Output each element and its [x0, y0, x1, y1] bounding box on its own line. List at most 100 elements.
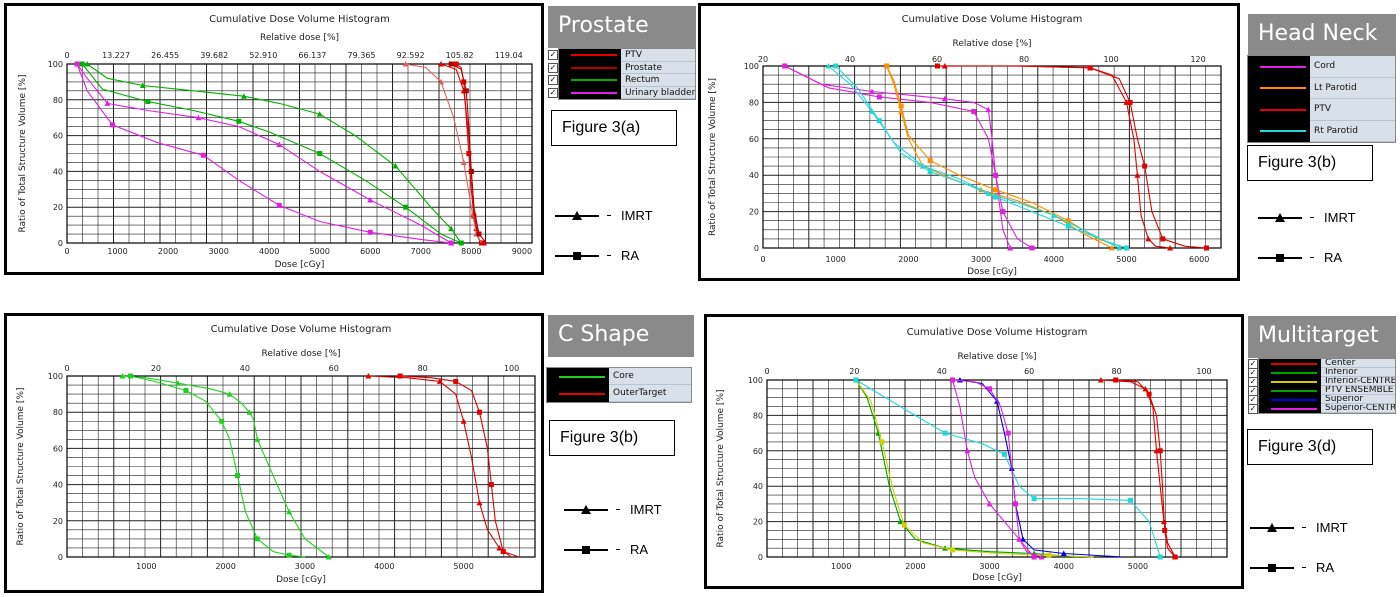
data-point: [1108, 245, 1115, 251]
y-axis-label: Ratio of Total Structure Volume [%]: [708, 78, 718, 236]
data-point: [971, 109, 977, 114]
x2-tick-label: 20: [849, 367, 859, 376]
legend-entry[interactable]: PTV ENSEMBLE ✓: [1248, 385, 1395, 396]
data-point: [466, 151, 472, 156]
series-line: [130, 375, 306, 558]
legend-label: Inferior: [1321, 368, 1395, 377]
data-point: [276, 141, 283, 148]
data-point: [934, 63, 940, 69]
chart-panel-c-shape: Cumulative Dose Volume Histogram Relative…: [4, 313, 544, 593]
data-point: [403, 204, 409, 210]
data-point: [1001, 451, 1007, 457]
legend-entry[interactable]: Center ✓: [1248, 358, 1395, 369]
legend-swatch: [571, 91, 617, 94]
data-point: [1087, 65, 1093, 71]
legend-entry[interactable]: Rectum ✓: [548, 74, 695, 87]
series-line: [86, 63, 462, 244]
legend-entry[interactable]: Superior ✓: [1248, 394, 1395, 405]
x2-axis-label: Relative dose [%]: [260, 33, 339, 43]
legend-entry[interactable]: Inferior ✓: [1248, 367, 1395, 378]
series-line: [855, 379, 1094, 558]
y-tick-label: 0: [58, 239, 63, 248]
legend-checkbox[interactable]: ✓: [1248, 403, 1258, 414]
legend-prostate: PTV ✓ Prostate ✓ Rectum ✓ Urinary bladder ✓: [548, 48, 696, 100]
data-point: [1031, 554, 1037, 560]
data-point: [1000, 209, 1006, 215]
data-point: [901, 522, 907, 528]
y-tick-label: 40: [53, 167, 63, 176]
figure-label-3b-c-shape: Figure 3(b): [549, 420, 675, 456]
x2-tick-label: 80: [418, 364, 428, 373]
chart-title: Cumulative Dose Volume Histogram: [211, 324, 392, 335]
legend-swatch: [571, 54, 617, 57]
data-point: [438, 61, 445, 67]
y-tick-label: 60: [753, 447, 763, 456]
data-point: [109, 122, 115, 128]
data-point: [782, 63, 788, 69]
data-point: [1146, 391, 1152, 397]
data-point: [458, 240, 464, 246]
x2-tick-label: 0: [764, 367, 769, 376]
data-point: [949, 547, 955, 553]
legend-swatch: [559, 392, 605, 395]
data-point: [927, 169, 933, 175]
legend-checkbox[interactable]: ✓: [548, 50, 558, 61]
data-point: [276, 202, 282, 208]
legend-checkbox[interactable]: ✓: [548, 87, 558, 98]
data-point: [1116, 245, 1123, 251]
legend-label: PTV ENSEMBLE: [1321, 386, 1395, 395]
data-point: [453, 61, 459, 67]
x2-tick-label: 60: [1024, 367, 1034, 376]
data-point: [1050, 212, 1057, 218]
legend-entry[interactable]: PTV ✓: [548, 49, 695, 62]
panel-tag-head-neck: Head Neck: [1248, 14, 1396, 56]
data-point: [927, 158, 933, 164]
x-tick-label: 4000: [259, 247, 279, 256]
data-point: [476, 409, 482, 415]
x2-tick-label: 92.592: [397, 51, 425, 60]
data-point: [993, 172, 999, 178]
legend-swatch: [1271, 380, 1317, 383]
y-tick-label: 100: [48, 372, 63, 381]
plot-frame: [766, 379, 1228, 558]
x-tick-label: 1000: [136, 562, 156, 571]
dvh-chart-prostate: Cumulative Dose Volume Histogram Relative…: [18, 14, 533, 270]
data-point: [993, 187, 999, 193]
data-point: [993, 194, 999, 200]
y-tick-label: 100: [744, 62, 759, 71]
data-point: [884, 63, 890, 69]
x2-tick-label: 26.455: [151, 51, 179, 60]
x2-tick-label: 60: [932, 55, 942, 64]
x-tick-label: 2000: [905, 562, 925, 571]
x-tick-label: 2000: [215, 562, 235, 571]
chart-panel-prostate: Cumulative Dose Volume Histogram Relative…: [4, 3, 544, 275]
x-tick-label: 5000: [1128, 562, 1148, 571]
x2-tick-label: 0: [64, 51, 69, 60]
y-tick-label: 20: [749, 208, 759, 217]
data-point: [986, 500, 993, 507]
legend-checkbox[interactable]: ✓: [548, 62, 558, 73]
y-tick-label: 20: [53, 517, 63, 526]
panel-tag-c-shape: C Shape: [548, 315, 694, 357]
legend-entry: Core: [547, 368, 691, 385]
data-point: [1145, 235, 1152, 242]
legend-swatch: [1271, 398, 1317, 401]
data-point: [365, 373, 372, 379]
legend-entry[interactable]: Superior-CENTRE ✓: [1248, 403, 1395, 414]
data-point: [985, 106, 992, 113]
legend-entry[interactable]: Inferior-CENTRE ✓: [1248, 376, 1395, 387]
legend-entry: PTV: [1248, 99, 1395, 121]
x-tick-label: 0: [760, 255, 765, 264]
legend-label: Superior: [1321, 395, 1395, 404]
data-point: [1029, 245, 1035, 251]
x-tick-label: 1000: [831, 562, 851, 571]
x-tick-label: 8000: [461, 247, 481, 256]
y-tick-label: 40: [753, 482, 763, 491]
legend-checkbox[interactable]: ✓: [548, 75, 558, 86]
legend-entry: OuterTarget: [547, 385, 691, 402]
y-tick-label: 60: [53, 132, 63, 141]
legend-entry[interactable]: Urinary bladder ✓: [548, 86, 695, 99]
legend-entry[interactable]: Prostate ✓: [548, 61, 695, 74]
legend-head-neck: Cord Lt Parotid PTV Rt Parotid: [1247, 55, 1396, 143]
y-tick-label: 20: [753, 518, 763, 527]
